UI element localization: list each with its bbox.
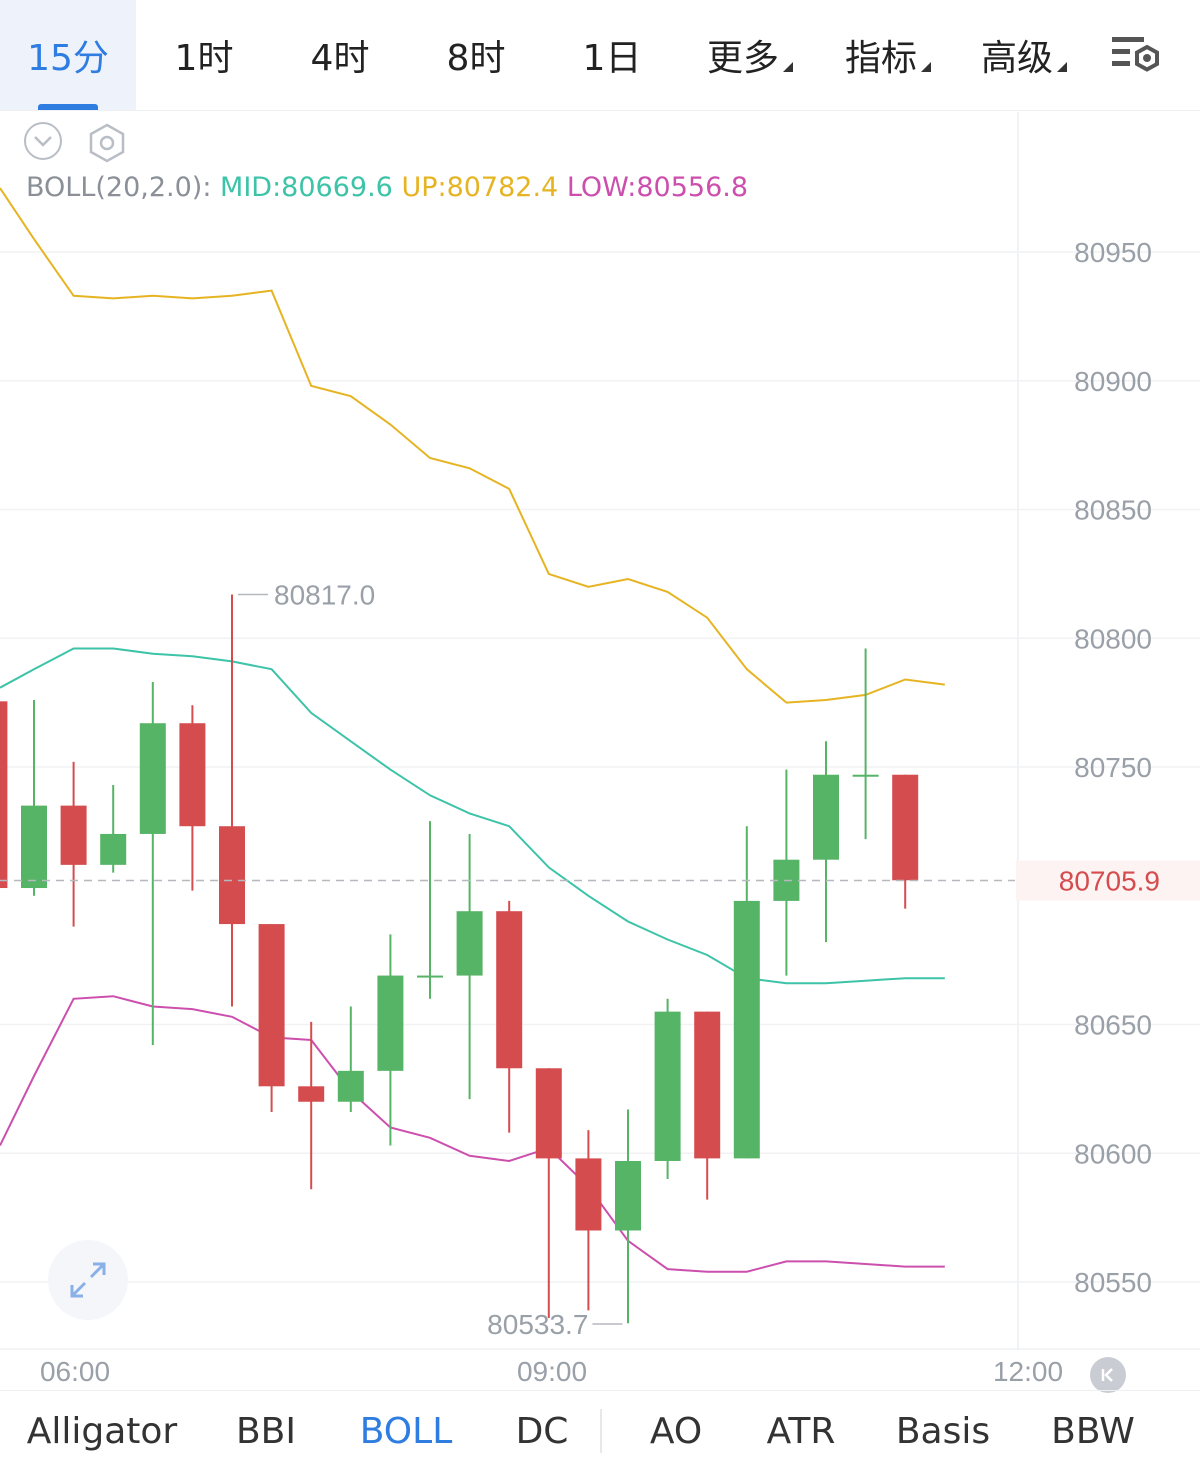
candle-body xyxy=(654,1011,681,1161)
candle-body xyxy=(179,723,206,827)
indicator-tab-atr[interactable]: ATR xyxy=(750,1411,852,1452)
chart-settings-button[interactable] xyxy=(1092,0,1180,110)
candle-body xyxy=(535,1068,562,1159)
candle-body xyxy=(100,833,127,865)
tab-indicators-label: 指标 xyxy=(844,38,917,79)
boll-upper-line xyxy=(0,187,945,704)
candle-body xyxy=(733,900,760,1159)
price-tick-label: 80650 xyxy=(1074,1010,1152,1041)
tab-more-label: 更多 xyxy=(706,38,779,79)
divider xyxy=(600,1409,602,1453)
boll-mid-line xyxy=(0,647,945,985)
indicator-tab-alligator[interactable]: Alligator xyxy=(0,1411,204,1452)
tab-1d-label: 1日 xyxy=(582,38,642,79)
candle-body xyxy=(417,975,443,978)
legend-indicator-name: BOLL(20,2.0): xyxy=(26,172,212,203)
tab-1h[interactable]: 1时 xyxy=(136,0,272,110)
indicator-tab-basis[interactable]: Basis xyxy=(852,1411,1034,1452)
dropdown-triangle-icon xyxy=(1057,62,1067,72)
price-tick-label: 80750 xyxy=(1074,752,1152,783)
indicator-tab-bbi[interactable]: BBI xyxy=(204,1411,328,1452)
tab-1h-label: 1时 xyxy=(174,38,234,79)
candle-body xyxy=(60,805,87,865)
indicator-tab-ao[interactable]: AO xyxy=(602,1411,750,1452)
high-price-label: 80817.0 xyxy=(274,579,375,610)
indicator-tab-bbw[interactable]: BBW xyxy=(1034,1411,1152,1452)
timeframe-tabs: 15分 1时 4时 8时 1日 更多 指标 高级 xyxy=(0,0,1200,111)
candle-body xyxy=(813,774,839,860)
dropdown-triangle-icon xyxy=(921,62,931,72)
legend-mid-value: MID:80669.6 xyxy=(220,172,393,203)
indicator-tab-label: Basis xyxy=(895,1410,991,1452)
active-tab-indicator xyxy=(38,104,98,110)
indicator-tab-label: BBW xyxy=(1051,1410,1135,1452)
time-tick-label: 06:00 xyxy=(40,1356,110,1387)
candle-body xyxy=(892,774,919,881)
candle-body xyxy=(456,911,483,976)
indicator-tab-boll[interactable]: BOLL xyxy=(328,1411,484,1452)
candle-body xyxy=(496,911,523,1069)
tab-8h-label: 8时 xyxy=(446,38,506,79)
indicator-tab-label: AO xyxy=(649,1410,703,1452)
expand-arrows-icon xyxy=(70,1262,106,1298)
price-chart[interactable]: 80950 80900 80850 80800 80750 80650 80600 80550… xyxy=(0,112,1200,1390)
indicator-tab-label: BBI xyxy=(235,1410,296,1452)
boll-lower-line xyxy=(0,995,945,1273)
indicator-tab-label: ATR xyxy=(766,1410,836,1452)
indicator-tab-label: DC xyxy=(515,1410,569,1452)
tab-15m[interactable]: 15分 xyxy=(0,0,136,110)
indicator-settings-button[interactable] xyxy=(86,122,128,164)
tab-advanced-label: 高级 xyxy=(980,38,1053,79)
tab-indicators[interactable]: 指标 xyxy=(820,0,956,110)
price-tick-label: 80900 xyxy=(1074,366,1152,397)
candle-body xyxy=(298,1086,325,1102)
candle-body xyxy=(615,1160,641,1231)
indicator-tab-label: Alligator xyxy=(26,1410,178,1452)
legend-low-value: LOW:80556.8 xyxy=(566,172,749,203)
indicator-legend: BOLL(20,2.0): MID:80669.6 UP:80782.4 LOW… xyxy=(26,172,748,203)
price-tick-label: 80950 xyxy=(1074,237,1152,268)
indicator-tabs: Alligator BBI BOLL DC AO ATR Basis BBW xyxy=(0,1390,1200,1471)
price-tick-label: 80550 xyxy=(1074,1267,1152,1298)
low-price-label: 80533.7 xyxy=(487,1309,588,1340)
candle-body xyxy=(575,1158,602,1231)
hexagon-settings-icon xyxy=(89,123,125,163)
price-tick-label: 80600 xyxy=(1074,1138,1152,1169)
tab-more[interactable]: 更多 xyxy=(680,0,820,110)
candle-body xyxy=(139,723,166,834)
chevron-down-icon xyxy=(34,136,52,147)
collapse-indicator-button[interactable] xyxy=(24,122,62,160)
candle-body xyxy=(0,701,8,889)
price-tick-label: 80850 xyxy=(1074,495,1152,526)
tab-15m-label: 15分 xyxy=(27,38,109,79)
list-gear-icon xyxy=(1112,37,1159,72)
indicator-tab-label: BOLL xyxy=(359,1410,453,1452)
candle-body xyxy=(21,805,47,889)
jump-to-latest-button[interactable] xyxy=(1090,1357,1126,1393)
tab-1d[interactable]: 1日 xyxy=(544,0,680,110)
dropdown-triangle-icon xyxy=(783,62,793,72)
tab-4h[interactable]: 4时 xyxy=(272,0,408,110)
candle-body xyxy=(852,774,879,777)
time-tick-label: 12:00 xyxy=(993,1356,1063,1387)
price-tick-label: 80800 xyxy=(1074,623,1152,654)
jump-to-latest-icon xyxy=(1101,1368,1113,1382)
candle-body xyxy=(337,1070,364,1102)
candle-body xyxy=(258,924,285,1087)
current-price-tag xyxy=(1016,860,1200,901)
candle-body xyxy=(694,1011,721,1159)
tab-advanced[interactable]: 高级 xyxy=(956,0,1092,110)
fullscreen-button[interactable] xyxy=(48,1240,128,1320)
current-price-label: 80705.9 xyxy=(1059,866,1160,897)
candle-body xyxy=(219,826,245,925)
time-tick-label: 09:00 xyxy=(517,1356,587,1387)
candle-body xyxy=(377,975,404,1071)
indicator-tab-dc[interactable]: DC xyxy=(484,1411,600,1452)
tab-4h-label: 4时 xyxy=(310,38,370,79)
chart-toolbar xyxy=(24,122,128,164)
legend-up-value: UP:80782.4 xyxy=(401,172,559,203)
tab-8h[interactable]: 8时 xyxy=(408,0,544,110)
